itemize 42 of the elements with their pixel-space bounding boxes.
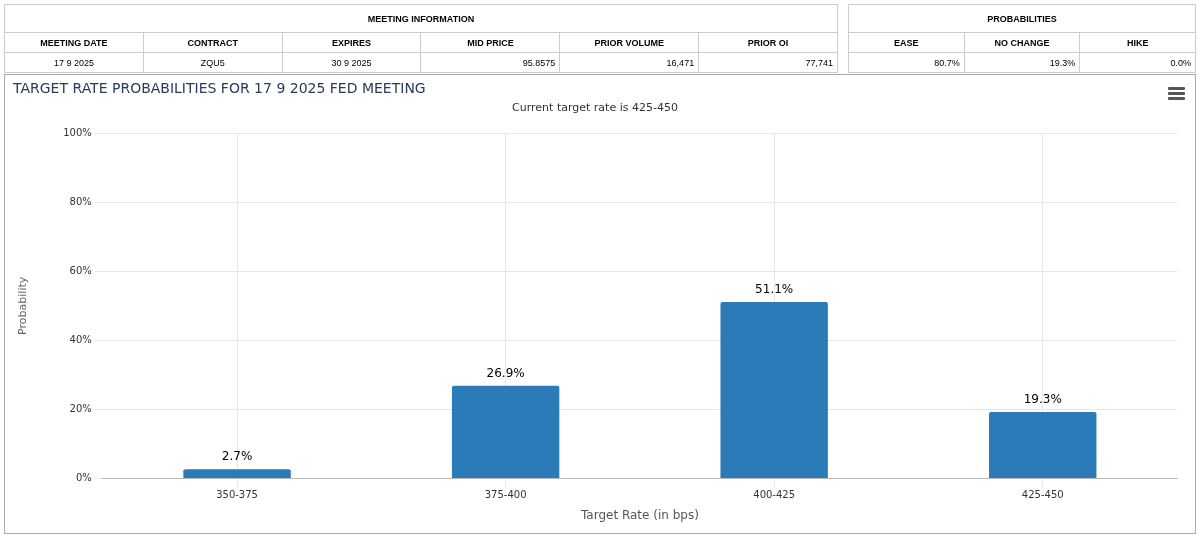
- category-label: MID PRICE: [420, 32, 560, 53]
- y-tick-label: 40%: [69, 333, 92, 345]
- x-axis-title: Target Rate (in bps): [579, 507, 699, 522]
- y-axis-title: Probability: [16, 276, 30, 335]
- category-label: CONTRACT: [143, 32, 283, 53]
- x-tick-label: 425-450: [1021, 489, 1064, 501]
- data-label: 51.1%: [755, 282, 794, 297]
- category-label: EASE: [848, 32, 965, 53]
- y-tick-label: 0%: [75, 472, 92, 484]
- category-label: EXPIRES: [282, 32, 421, 53]
- text: 95.8575: [420, 52, 560, 73]
- text: 77,741: [698, 52, 838, 73]
- x-tick-label: 350-375: [216, 489, 258, 501]
- y-tick-label: 60%: [69, 264, 92, 276]
- bar: [451, 385, 560, 479]
- category-label: PRIOR OI: [698, 32, 838, 53]
- category-label: MEETING DATE: [4, 32, 144, 53]
- text: 19.3%: [964, 52, 1080, 73]
- y-tick-label: 80%: [69, 195, 92, 207]
- bar: [183, 469, 291, 479]
- text: 80.7%: [848, 52, 965, 73]
- text: PROBABILITIES: [848, 4, 1196, 33]
- text: MEETING INFORMATION: [4, 4, 838, 33]
- y-tick-label: 20%: [69, 403, 92, 415]
- text: ZQU5: [143, 52, 283, 73]
- chart-title: TARGET RATE PROBABILITIES FOR 17 9 2025 FED MEETING: [12, 80, 426, 97]
- x-tick-label: 375-400: [484, 489, 527, 501]
- bar: [720, 302, 828, 479]
- text: 0.0%: [1079, 52, 1196, 73]
- category-label: NO CHANGE: [964, 32, 1080, 53]
- text: 17 9 2025: [4, 52, 144, 73]
- bar: [989, 411, 1097, 479]
- data-label: 26.9%: [486, 365, 525, 380]
- text: 30 9 2025: [282, 52, 421, 73]
- data-label: 19.3%: [1023, 392, 1062, 407]
- category-label: PRIOR VOLUME: [559, 32, 699, 53]
- chart-subtitle: Current target rate is 425-450: [512, 101, 678, 115]
- category-label: HIKE: [1079, 32, 1196, 53]
- x-tick-label: 400-425: [753, 489, 796, 501]
- y-tick-label: 100%: [63, 126, 92, 138]
- data-label: 2.7%: [221, 449, 253, 464]
- text: 16,471: [559, 52, 699, 73]
